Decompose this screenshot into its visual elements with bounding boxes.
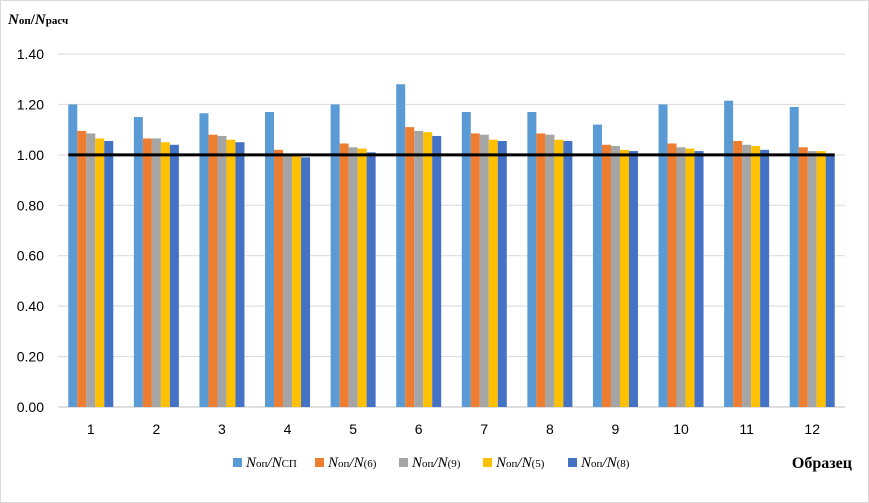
bar: [628, 151, 638, 407]
bar: [563, 140, 573, 407]
bar: [536, 133, 546, 408]
bar: [724, 100, 734, 408]
bar: [479, 134, 489, 407]
bar: [527, 111, 537, 407]
bar: [601, 144, 611, 407]
bar: [226, 139, 236, 407]
bar: [488, 139, 498, 407]
bar: [497, 140, 507, 407]
legend-entry: Nоп/NСП: [245, 455, 297, 471]
bar: [151, 138, 161, 408]
bar: [339, 143, 349, 407]
bar: [86, 133, 96, 408]
bar: [348, 147, 358, 408]
bar: [592, 124, 602, 407]
x-tick-label: 5: [349, 421, 357, 437]
bar: [461, 111, 471, 407]
bar: [77, 130, 87, 407]
bar: [685, 148, 695, 407]
y-axis-title: Nоп/Nрасч: [7, 12, 68, 28]
bar: [807, 151, 817, 407]
x-axis-title: Образец: [792, 455, 852, 472]
bar: [265, 111, 275, 407]
x-tick-label: 6: [415, 421, 423, 437]
legend-swatch: [568, 458, 577, 467]
y-tick-label: 0.00: [17, 399, 44, 415]
bar: [619, 149, 629, 408]
legend-entry: Nоп/N(9): [411, 455, 461, 471]
bar: [142, 138, 152, 408]
bar: [798, 147, 808, 408]
bar: [816, 151, 826, 407]
bar: [658, 104, 668, 407]
x-tick-label: 8: [546, 421, 554, 437]
x-tick-label: 10: [673, 421, 689, 437]
bar: [667, 143, 677, 407]
y-tick-label: 0.60: [17, 248, 44, 264]
bar: [742, 144, 752, 407]
legend-entry: Nоп/N(6): [327, 455, 377, 471]
y-tick-label: 1.20: [17, 96, 44, 112]
bar: [217, 135, 227, 408]
bar: [789, 106, 799, 407]
y-tick-label: 0.40: [17, 298, 44, 314]
bar: [470, 133, 480, 408]
bar: [423, 132, 433, 407]
bar: [169, 144, 179, 407]
x-tick-label: 1: [87, 421, 95, 437]
bar: [235, 142, 245, 407]
bar: [292, 154, 302, 407]
bar: [545, 134, 555, 407]
bar: [405, 127, 415, 407]
bar: [199, 113, 209, 407]
legend-entry: Nоп/N(5): [495, 455, 545, 471]
y-tick-label: 0.20: [17, 349, 44, 365]
bars: [68, 84, 835, 408]
x-tick-label: 12: [804, 421, 820, 437]
bar: [610, 146, 620, 407]
bar: [330, 104, 340, 407]
legend-swatch: [315, 458, 324, 467]
x-tick-label: 9: [612, 421, 620, 437]
legend: Nоп/NСП Nоп/N(6) Nоп/N(9) Nоп/N(5) Nоп/N(8): [233, 455, 630, 471]
bar: [133, 117, 143, 408]
bar: [95, 138, 105, 408]
legend-swatch: [399, 458, 408, 467]
legend-swatch: [233, 458, 242, 467]
bar: [274, 149, 284, 408]
bar: [283, 153, 293, 407]
bar: [357, 148, 367, 407]
bar: [676, 147, 686, 408]
legend-entry: Nоп/N(8): [580, 455, 630, 471]
x-tick-label: 4: [284, 421, 292, 437]
bar: [208, 134, 218, 407]
bar: [554, 139, 564, 407]
bar: [104, 140, 114, 407]
legend-swatch: [483, 458, 492, 467]
x-tick-labels: 1 2 3 4 5 6 7 8 9 10 11 12: [87, 421, 820, 437]
bar: [694, 151, 704, 407]
y-tick-label: 1.00: [17, 147, 44, 163]
bar: [733, 140, 743, 407]
bar: [432, 135, 442, 408]
bar: [366, 152, 376, 407]
bar: [751, 146, 761, 407]
x-tick-label: 7: [480, 421, 488, 437]
y-tick-labels: 0.00 0.20 0.40 0.60 0.80 1.00 1.20 1.40: [17, 46, 44, 415]
x-tick-label: 11: [739, 421, 754, 437]
bar: [396, 84, 406, 407]
y-tick-label: 1.40: [17, 46, 44, 62]
bar: [68, 104, 78, 407]
bar: [160, 142, 170, 407]
x-tick-label: 2: [152, 421, 160, 437]
bar: [301, 157, 311, 407]
y-tick-label: 0.80: [17, 197, 44, 213]
bar: [825, 154, 835, 407]
bar: [414, 130, 424, 407]
x-tick-label: 3: [218, 421, 226, 437]
bar: [760, 149, 770, 408]
